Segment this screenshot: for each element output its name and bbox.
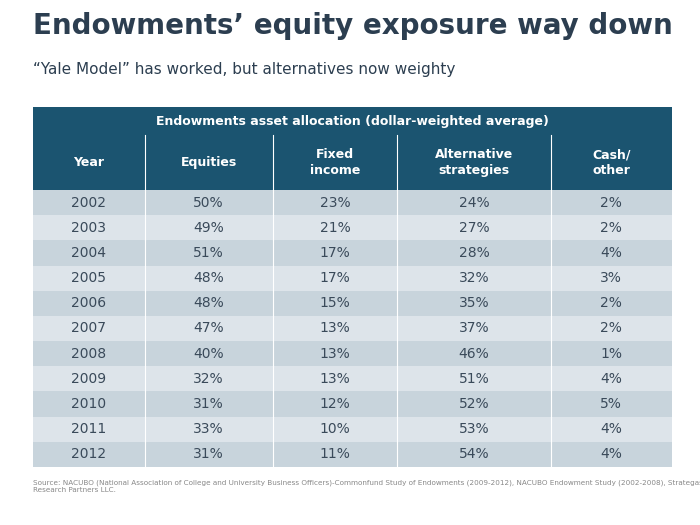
Text: 50%: 50%: [193, 196, 224, 209]
Text: 1%: 1%: [601, 346, 622, 361]
Text: 4%: 4%: [601, 372, 622, 386]
Text: 2012: 2012: [71, 447, 106, 461]
Text: 53%: 53%: [458, 422, 489, 436]
Text: 4%: 4%: [601, 447, 622, 461]
Text: 51%: 51%: [193, 246, 224, 260]
Text: 19: 19: [663, 501, 680, 514]
Text: 2010: 2010: [71, 397, 106, 411]
Text: 2007: 2007: [71, 321, 106, 335]
Text: 13%: 13%: [320, 346, 350, 361]
Text: 2%: 2%: [601, 296, 622, 310]
Text: 49%: 49%: [193, 221, 224, 235]
Text: 47%: 47%: [193, 321, 224, 335]
Text: 35%: 35%: [458, 296, 489, 310]
Text: 2009: 2009: [71, 372, 106, 386]
Text: 13%: 13%: [320, 372, 350, 386]
Text: 37%: 37%: [458, 321, 489, 335]
Text: 2%: 2%: [601, 221, 622, 235]
Text: 2003: 2003: [71, 221, 106, 235]
Text: Fixed
income: Fixed income: [309, 148, 360, 177]
Text: 12%: 12%: [320, 397, 350, 411]
Text: 48%: 48%: [193, 271, 224, 285]
Text: 31%: 31%: [193, 447, 224, 461]
Text: 40%: 40%: [193, 346, 224, 361]
Text: 4%: 4%: [601, 246, 622, 260]
Text: 2005: 2005: [71, 271, 106, 285]
Text: Alternative
strategies: Alternative strategies: [435, 148, 513, 177]
Text: 33%: 33%: [193, 422, 224, 436]
Text: 10%: 10%: [320, 422, 350, 436]
Text: 11%: 11%: [319, 447, 351, 461]
Text: Endowments’ equity exposure way down: Endowments’ equity exposure way down: [33, 12, 673, 40]
Text: 2%: 2%: [601, 321, 622, 335]
Text: 17%: 17%: [320, 246, 350, 260]
Text: Year: Year: [74, 156, 104, 169]
Text: 24%: 24%: [458, 196, 489, 209]
Text: Source: NACUBO (National Association of College and University Business Officers: Source: NACUBO (National Association of …: [33, 480, 700, 494]
Text: 28%: 28%: [458, 246, 489, 260]
Text: 46%: 46%: [458, 346, 489, 361]
Text: 2004: 2004: [71, 246, 106, 260]
Text: 2002: 2002: [71, 196, 106, 209]
Text: 27%: 27%: [458, 221, 489, 235]
Text: 13%: 13%: [320, 321, 350, 335]
Text: 2%: 2%: [601, 196, 622, 209]
Text: 5%: 5%: [601, 397, 622, 411]
Text: 52%: 52%: [458, 397, 489, 411]
Text: 31%: 31%: [193, 397, 224, 411]
Text: 54%: 54%: [458, 447, 489, 461]
Text: 23%: 23%: [320, 196, 350, 209]
Text: 15%: 15%: [320, 296, 350, 310]
Text: 2006: 2006: [71, 296, 106, 310]
Text: 48%: 48%: [193, 296, 224, 310]
Text: Cash/
other: Cash/ other: [592, 148, 631, 177]
Text: 2011: 2011: [71, 422, 106, 436]
Text: 3%: 3%: [601, 271, 622, 285]
Text: 21%: 21%: [320, 221, 350, 235]
Text: 2008: 2008: [71, 346, 106, 361]
Text: “Yale Model” has worked, but alternatives now weighty: “Yale Model” has worked, but alternative…: [33, 62, 456, 77]
Text: Equities: Equities: [181, 156, 237, 169]
Text: Endowments asset allocation (dollar-weighted average): Endowments asset allocation (dollar-weig…: [156, 114, 549, 128]
Text: 51%: 51%: [458, 372, 489, 386]
Text: 32%: 32%: [193, 372, 224, 386]
Text: 4%: 4%: [601, 422, 622, 436]
Text: 32%: 32%: [458, 271, 489, 285]
Text: 17%: 17%: [320, 271, 350, 285]
